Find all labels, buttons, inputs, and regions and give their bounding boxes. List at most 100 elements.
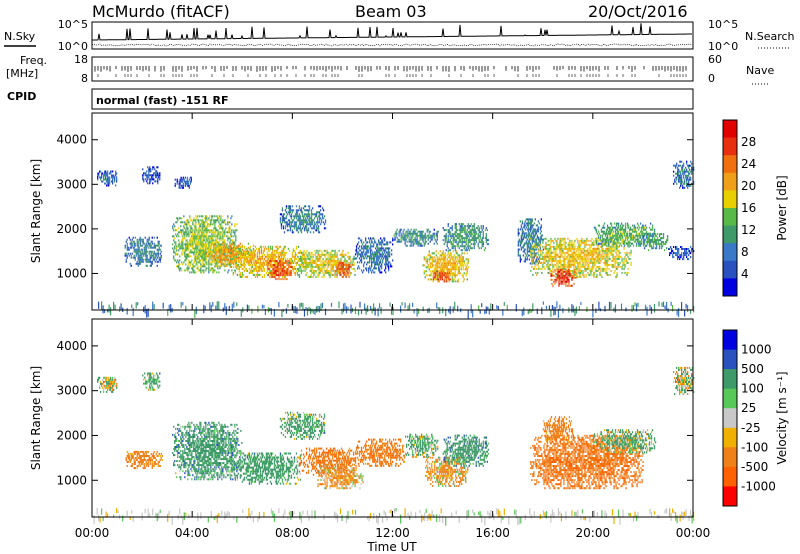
power-cell [257, 257, 260, 260]
power-cell [216, 256, 218, 259]
power-cell [389, 241, 391, 244]
power-cell [298, 215, 301, 218]
power-cell [196, 263, 198, 266]
power-cell [213, 231, 215, 234]
power-cell [290, 225, 293, 228]
power-cell [307, 229, 310, 232]
power-cell [439, 254, 441, 257]
power-cell [148, 244, 150, 247]
power-cell [202, 255, 204, 258]
power-cell [202, 259, 204, 262]
power-cell [230, 265, 232, 268]
power-cell [186, 182, 188, 185]
power-cell [305, 223, 308, 226]
power-cell [480, 247, 482, 250]
power-cell [296, 219, 299, 222]
power-cell [321, 267, 323, 270]
power-cell [525, 258, 527, 261]
power-cell [234, 254, 236, 257]
power-cell [442, 258, 444, 261]
power-cell [427, 266, 429, 269]
power-cell [205, 247, 207, 250]
power-cell [327, 265, 329, 268]
power-cell [330, 269, 332, 272]
power-cell [386, 261, 388, 264]
power-cell [179, 263, 181, 266]
power-cell [198, 229, 200, 232]
power-cell [281, 215, 284, 218]
power-cell [436, 260, 438, 263]
power-cell [203, 255, 205, 258]
power-cell [417, 240, 419, 243]
power-cell [200, 237, 202, 240]
power-cell [462, 227, 464, 230]
power-cell [371, 271, 373, 274]
power-cell [317, 231, 320, 234]
power-cell [224, 231, 226, 234]
power-cell [365, 239, 367, 242]
power-cell [279, 221, 282, 224]
noise-tick-left-bottom: 10^0 [58, 40, 88, 53]
power-cell [201, 219, 203, 222]
power-cell [215, 229, 217, 232]
power-cell [451, 266, 453, 269]
power-cell [154, 172, 156, 175]
power-cell [240, 259, 242, 262]
power-cell [186, 225, 188, 228]
power-cell [423, 264, 425, 267]
power-cell [321, 215, 324, 218]
power-cell [289, 225, 292, 228]
power-cell [280, 253, 283, 256]
power-cell [126, 256, 128, 259]
power-cell [244, 249, 247, 252]
power-cell [199, 247, 201, 250]
power-cell [343, 255, 345, 258]
power-cell [478, 247, 480, 250]
power-cell [205, 237, 207, 240]
power-cell [151, 260, 153, 263]
power-cell [100, 170, 102, 173]
power-cell [425, 274, 427, 277]
power-cell [348, 267, 350, 270]
power-cell [464, 229, 466, 232]
power-cell [436, 276, 438, 279]
power-cell [527, 250, 529, 253]
power-cell [191, 251, 193, 254]
power-cell [142, 174, 144, 177]
power-cell [313, 213, 316, 216]
power-cell [445, 237, 447, 240]
power-cell [523, 224, 525, 227]
power-cell [543, 265, 545, 268]
power-cell [531, 238, 533, 241]
power-cell [361, 251, 364, 254]
power-cell [211, 233, 213, 236]
power-cell [379, 253, 381, 256]
power-cell [528, 240, 530, 243]
power-cell [446, 254, 448, 257]
power-cell [431, 264, 433, 267]
power-cell [225, 254, 227, 257]
power-cell [519, 220, 521, 223]
power-cell [244, 258, 247, 261]
power-cell [112, 178, 114, 181]
power-cell [327, 269, 329, 272]
power-cell [454, 274, 456, 277]
power-cell [200, 243, 202, 246]
power-cell [218, 256, 220, 259]
power-cell [319, 217, 322, 220]
power-cell [228, 244, 230, 247]
power-cell [460, 235, 462, 238]
power-cell [262, 267, 265, 270]
power-cell [447, 239, 449, 242]
power-cell [195, 251, 197, 254]
power-cell [211, 254, 213, 257]
power-cell [298, 227, 301, 230]
power-cell [550, 255, 552, 258]
power-cell [383, 257, 385, 260]
power-cell [280, 262, 282, 265]
power-cell [379, 251, 381, 254]
power-cell [522, 236, 524, 239]
power-cell [544, 255, 546, 258]
power-cell [443, 254, 445, 257]
power-cell [205, 227, 207, 230]
